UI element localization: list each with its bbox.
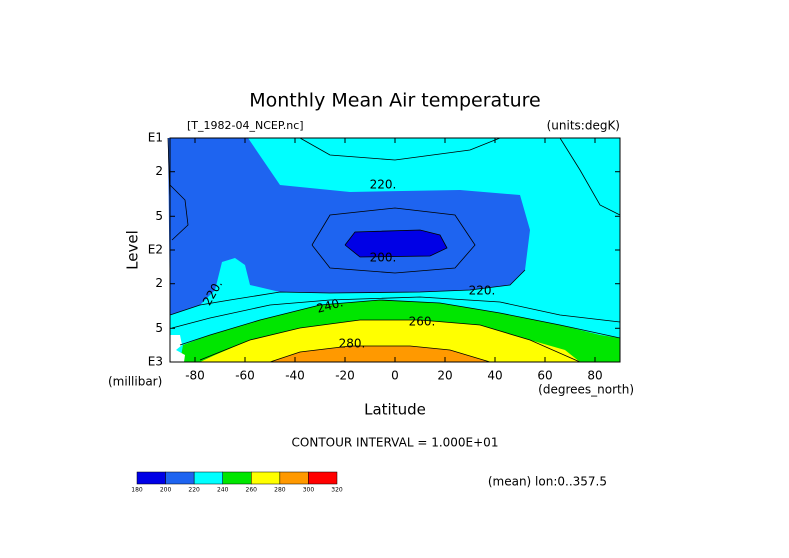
colorbar-swatch: [279, 471, 309, 485]
colorbar-label: 300: [303, 487, 315, 494]
missing-area: [170, 335, 185, 362]
colorbar-swatch: [136, 471, 166, 485]
x-tick-label: 20: [437, 369, 452, 383]
x-tick-label: 60: [537, 369, 552, 383]
contour-fill: [270, 346, 490, 362]
x-tick-label: 80: [587, 369, 602, 383]
contour-label: 220.: [370, 178, 397, 192]
colorbar-swatch: [222, 471, 252, 485]
contour-label: 220.: [469, 284, 496, 298]
contour-line: [179, 299, 621, 346]
colorbar-label: 260: [246, 487, 258, 494]
x-tick-label: -60: [235, 369, 255, 383]
colorbar-label: 180: [131, 487, 143, 494]
colorbar-label: 280: [274, 487, 286, 494]
contour-label: 240.: [315, 295, 344, 315]
contour-line: [269, 345, 491, 363]
chart-title: Monthly Mean Air temperature: [249, 90, 540, 112]
colorbar-swatch: [165, 471, 195, 485]
x-axis-label: Latitude: [364, 401, 426, 419]
y-axis-label: Level: [124, 230, 142, 270]
x-tick-label: -20: [335, 369, 355, 383]
contour-fill: [168, 138, 530, 315]
colorbar-label: 240: [217, 487, 229, 494]
colorbar-label: 200: [160, 487, 172, 494]
x-tick-label: 0: [391, 369, 399, 383]
colorbar-swatch: [251, 471, 281, 485]
contour-line: [344, 229, 448, 258]
y-tick-label: E1: [148, 131, 163, 145]
contour-line: [311, 207, 476, 274]
contour-fill: [200, 320, 580, 362]
x-tick-label: -40: [285, 369, 305, 383]
contour-label: 260.: [409, 315, 436, 329]
file-label: [T_1982-04_NCEP.nc]: [187, 119, 304, 132]
y-tick-label: 2: [155, 276, 163, 290]
contour-line: [299, 137, 501, 161]
contour-fill: [345, 230, 447, 257]
contour-label: 280.: [339, 337, 366, 351]
y-tick-label: 2: [155, 164, 163, 178]
colorbar-swatch: [308, 471, 338, 485]
contour-label: 200.: [370, 251, 397, 265]
contour-line: [169, 269, 526, 316]
y-tick-label: E2: [148, 243, 163, 257]
colorbar-label: 320: [331, 487, 343, 494]
y-tick-label: 5: [155, 209, 163, 223]
x-unit-label: (degrees_north): [538, 383, 634, 397]
contour-line: [169, 184, 189, 241]
colorbar-swatch: [193, 471, 223, 485]
x-tick-label: -80: [185, 369, 205, 383]
units-label: (units:degK): [547, 119, 620, 133]
x-tick-label: 40: [487, 369, 502, 383]
contour-line: [199, 319, 581, 363]
contour-interval: CONTOUR INTERVAL = 1.000E+01: [292, 436, 499, 450]
y-tick-label: E3: [148, 355, 163, 369]
colorbar-label: 220: [188, 487, 200, 494]
annotation: (mean) lon:0..357.5: [488, 475, 607, 489]
contour-line: [559, 137, 621, 216]
y-unit-label: (millibar): [108, 375, 162, 389]
contour-line: [171, 296, 621, 329]
y-tick-label: 5: [155, 321, 163, 335]
